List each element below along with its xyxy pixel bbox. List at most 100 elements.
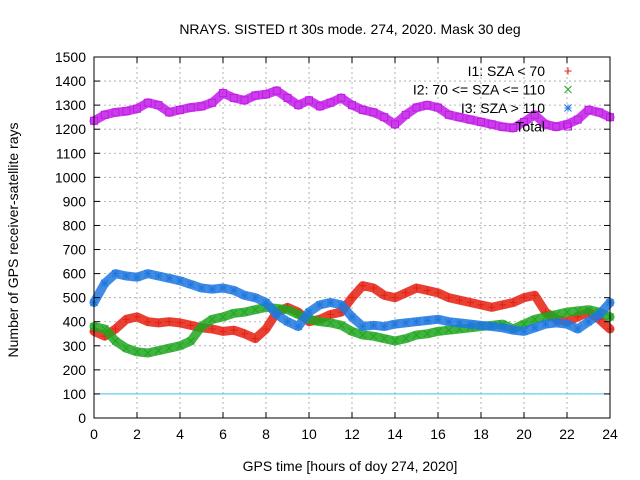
data-point xyxy=(240,308,249,316)
data-point xyxy=(359,282,367,290)
data-point xyxy=(487,120,496,129)
data-point xyxy=(466,115,475,124)
data-point xyxy=(315,317,324,326)
data-point xyxy=(530,110,539,119)
data-point xyxy=(186,337,195,345)
data-point xyxy=(176,276,184,285)
data-point xyxy=(445,294,453,302)
data-point xyxy=(444,317,453,326)
x-tick-label: 10 xyxy=(301,426,317,442)
data-point xyxy=(380,291,388,299)
data-point xyxy=(240,96,249,105)
data-point xyxy=(434,327,442,336)
data-point xyxy=(541,120,550,129)
data-point xyxy=(208,285,217,294)
data-point xyxy=(229,286,238,295)
data-point xyxy=(530,323,539,332)
y-tick-label: 1400 xyxy=(55,73,86,89)
x-tick-label: 2 xyxy=(133,426,141,442)
data-point xyxy=(230,326,238,334)
data-point xyxy=(498,323,507,332)
data-point xyxy=(563,120,571,129)
data-point xyxy=(412,103,421,112)
data-point xyxy=(154,272,163,280)
data-point xyxy=(122,272,131,280)
data-point xyxy=(155,319,162,327)
data-point xyxy=(197,322,206,331)
data-point xyxy=(305,308,313,316)
data-point xyxy=(262,298,270,307)
series-2 xyxy=(89,302,615,358)
data-point xyxy=(391,320,399,328)
data-point xyxy=(154,101,163,110)
x-tick-label: 0 xyxy=(90,426,98,442)
data-point xyxy=(111,269,120,278)
data-point xyxy=(251,91,260,100)
data-point xyxy=(509,123,518,132)
data-point xyxy=(391,120,399,129)
data-point xyxy=(143,269,152,278)
data-point xyxy=(219,89,227,98)
data-point xyxy=(326,298,335,307)
data-point xyxy=(272,86,281,95)
series-band xyxy=(89,86,615,133)
data-point xyxy=(208,98,217,107)
data-point xyxy=(369,332,378,341)
data-point xyxy=(197,102,206,111)
data-point xyxy=(477,117,485,126)
x-tick-label: 22 xyxy=(559,426,575,442)
chart-title: NRAYS. SISTED rt 30s mode. 274, 2020. Ma… xyxy=(179,21,520,37)
series-4 xyxy=(89,86,615,133)
y-axis-label: Number of GPS receiver-satellite rays xyxy=(5,123,21,358)
data-point xyxy=(401,319,410,327)
data-point xyxy=(455,319,464,327)
data-point xyxy=(487,322,496,331)
data-point xyxy=(176,105,184,114)
y-tick-label: 900 xyxy=(63,193,87,209)
legend-label: I1: SZA < 70 xyxy=(468,63,546,79)
data-point xyxy=(122,344,131,353)
data-point xyxy=(477,321,485,330)
data-point xyxy=(423,316,432,325)
data-point xyxy=(595,310,604,319)
data-point xyxy=(370,284,377,292)
data-point xyxy=(165,274,174,283)
y-tick-label: 100 xyxy=(63,386,87,402)
legend-marker xyxy=(564,122,572,131)
data-point xyxy=(294,322,303,331)
y-tick-label: 300 xyxy=(63,338,87,354)
data-point xyxy=(133,104,141,113)
data-point xyxy=(584,105,593,114)
data-point xyxy=(466,320,475,328)
data-point xyxy=(423,329,432,338)
data-point xyxy=(552,310,561,319)
data-point xyxy=(369,321,378,330)
data-point xyxy=(133,347,141,356)
data-point xyxy=(208,315,217,324)
data-point xyxy=(133,313,141,321)
x-tick-label: 12 xyxy=(344,426,360,442)
data-point xyxy=(434,289,442,297)
data-point xyxy=(380,322,389,331)
x-tick-label: 24 xyxy=(602,426,618,442)
data-point xyxy=(573,307,582,315)
data-point xyxy=(251,335,259,343)
data-point xyxy=(520,327,528,336)
data-point xyxy=(272,310,281,319)
data-point xyxy=(531,291,539,299)
data-point xyxy=(187,321,195,329)
grid xyxy=(94,57,610,418)
data-point xyxy=(520,294,528,302)
data-point xyxy=(348,327,356,336)
data-point xyxy=(294,101,303,110)
legend: I1: SZA < 70 I2: 70 <= SZA <= 110 I3: SZA … xyxy=(413,63,572,135)
data-point xyxy=(143,98,152,107)
data-point xyxy=(530,315,539,324)
data-point xyxy=(262,90,270,99)
data-point xyxy=(219,313,227,321)
legend-label: Total xyxy=(515,119,545,135)
data-point xyxy=(401,110,410,119)
series-layer xyxy=(89,86,615,358)
data-point xyxy=(251,305,260,314)
